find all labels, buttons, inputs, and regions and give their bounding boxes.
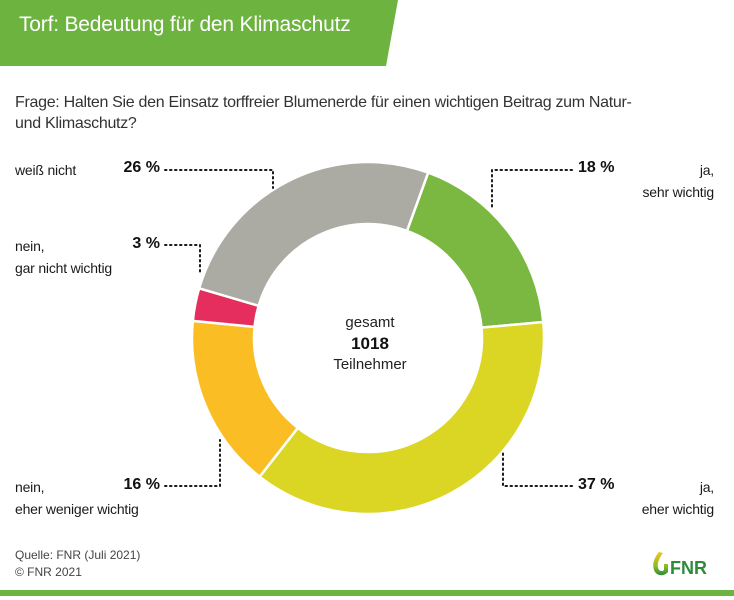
center-caption-top: gesamt [345,314,395,331]
page-title: Torf: Bedeutung für den Klimaschutz [19,13,351,36]
fnr-logo-icon: FNR [653,552,707,578]
label-eher-weniger-line1: nein, [15,479,45,495]
fnr-logo-text: FNR [670,558,707,578]
value-label-eher-weniger: 16 % [123,476,160,493]
slice-eher-wichtig [257,320,546,516]
label-eher-wichtig-line1: ja, [699,479,714,495]
leader-sehr-wichtig [491,169,573,211]
title-banner: Torf: Bedeutung für den Klimaschutz [0,0,400,66]
value-label-sehr-wichtig: 18 % [578,159,615,176]
participant-count: 1018 [351,334,389,353]
slice-weiss-nicht [197,160,430,308]
fnr-logo: FNR [650,550,720,578]
donut-center: gesamt 1018 Teilnehmer [300,312,440,376]
leader-gar-nicht [164,244,201,273]
label-gar-nicht-line2: gar nicht wichtig [15,260,112,276]
label-weiss-nicht: weiß nicht [15,162,77,178]
label-sehr-wichtig-line2: sehr wichtig [642,184,714,200]
bottom-accent-bar [0,590,734,596]
value-label-eher-wichtig: 37 % [578,476,615,493]
source-note: Quelle: FNR (Juli 2021) [15,548,141,562]
value-label-gar-nicht: 3 % [132,235,160,252]
leader-eher-wichtig [502,449,573,487]
leader-eher-weniger [164,439,221,487]
center-caption-bottom: Teilnehmer [333,356,407,373]
copyright-note: © FNR 2021 [15,565,82,579]
label-sehr-wichtig-line1: ja, [699,162,714,178]
label-eher-wichtig-line2: eher wichtig [641,501,715,517]
survey-question: Frage: Halten Sie den Einsatz torffreier… [15,94,632,132]
label-eher-weniger-line2: eher weniger wichtig [15,501,139,517]
leader-weiss-nicht [164,169,274,189]
title-banner-shape [0,0,398,66]
label-gar-nicht-line1: nein, [15,238,45,254]
value-label-weiss-nicht: 26 % [123,159,160,176]
footer: Quelle: FNR (Juli 2021) © FNR 2021 [15,547,140,581]
slice-sehr-wichtig [405,171,545,330]
